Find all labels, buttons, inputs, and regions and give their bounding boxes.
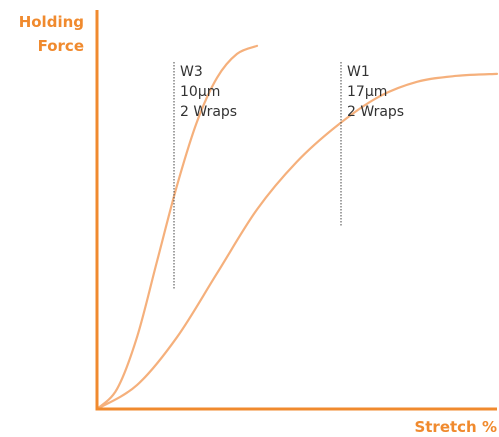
annotation-1-text-2: 10µm xyxy=(180,84,220,100)
annotation-1-text-3: 2 Wraps xyxy=(180,104,237,120)
y-axis-label-line-2: Force xyxy=(38,37,84,55)
annotations-group: W3 10µm 2 Wraps W1 17µm 2 Wraps xyxy=(173,62,404,290)
series-2-line xyxy=(95,72,499,411)
curves-group xyxy=(95,44,499,411)
annotation-2-text-2: 17µm xyxy=(347,84,387,100)
annotation-1-text-1: W3 xyxy=(180,64,203,80)
x-axis-label: Stretch % xyxy=(414,418,497,436)
annotation-2: W1 17µm 2 Wraps xyxy=(340,62,404,226)
annotation-2-text-1: W1 xyxy=(347,64,370,80)
y-axis-label-line-1: Holding xyxy=(19,13,84,31)
annotation-1: W3 10µm 2 Wraps xyxy=(173,62,237,290)
series-1-line xyxy=(95,44,259,411)
annotation-2-text-3: 2 Wraps xyxy=(347,104,404,120)
